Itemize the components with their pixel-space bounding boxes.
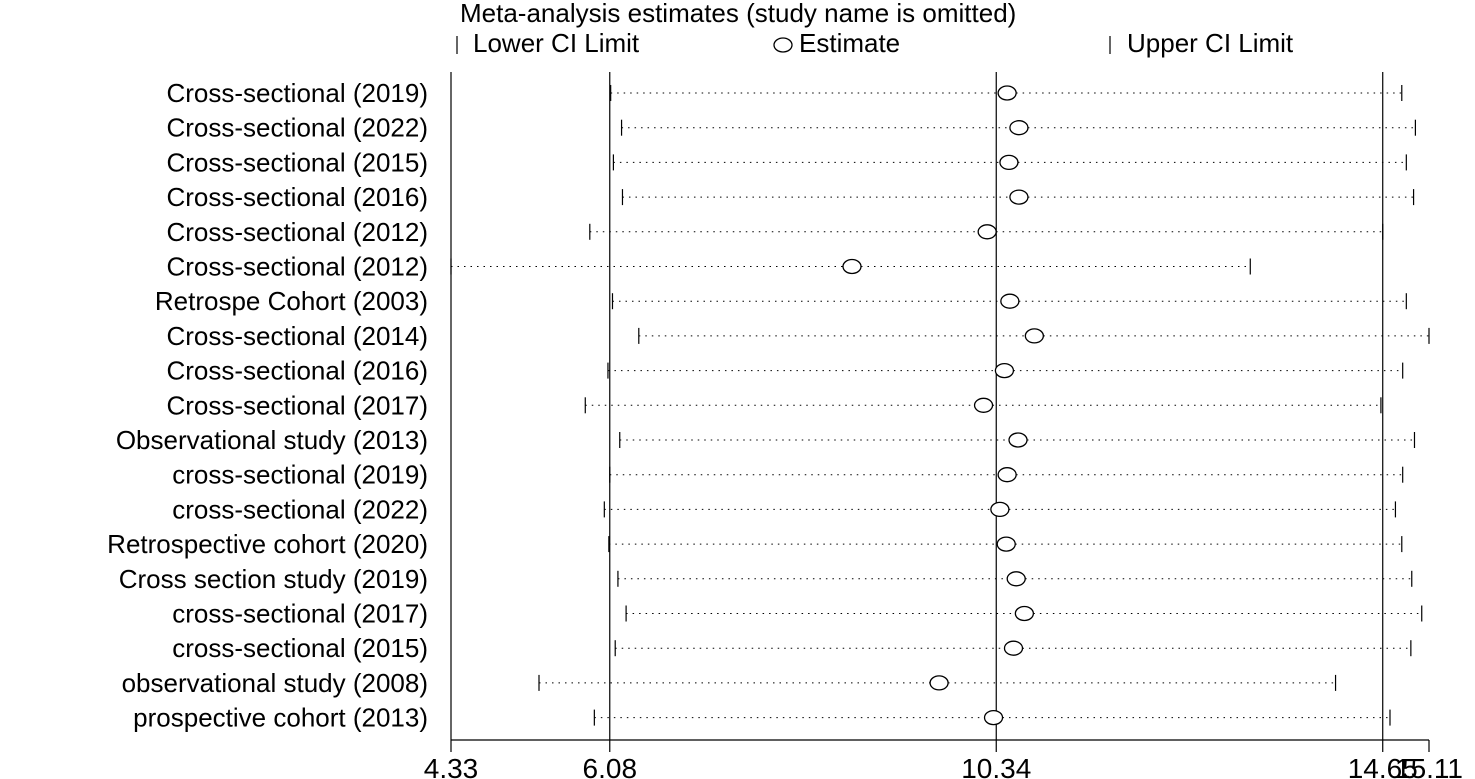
estimate-marker xyxy=(977,224,997,240)
study-label: Cross-sectional (2016) xyxy=(166,356,428,386)
estimate-marker xyxy=(1009,120,1029,136)
study-label: Cross-sectional (2012) xyxy=(166,252,428,282)
study-row-18: prospective cohort (2013) xyxy=(133,703,1391,733)
estimate-marker xyxy=(1003,640,1024,656)
study-rows: Cross-sectional (2019) Cross-sectional (2… xyxy=(107,78,1430,733)
estimate-marker xyxy=(1006,571,1026,587)
study-label: Cross section study (2019) xyxy=(119,564,428,594)
x-tick-label: 14.65 xyxy=(1348,753,1418,779)
estimate-marker xyxy=(842,258,862,275)
x-tick-label: 4.33 xyxy=(424,753,479,779)
estimate-marker xyxy=(983,709,1004,726)
study-row-3: Cross-sectional (2016) xyxy=(166,182,1415,212)
estimate-marker xyxy=(1024,328,1045,344)
legend-upper-label: Upper CI Limit xyxy=(1127,28,1294,58)
estimate-marker xyxy=(997,85,1017,101)
estimate-marker xyxy=(990,501,1010,518)
study-row-13: Retrospective cohort (2020) xyxy=(107,529,1403,559)
x-tick-label: 6.08 xyxy=(583,753,638,779)
estimate-marker xyxy=(1009,189,1029,205)
study-label: Cross-sectional (2016) xyxy=(166,182,428,212)
study-row-9: Cross-sectional (2017) xyxy=(166,390,1382,420)
study-label: Retrospective cohort (2020) xyxy=(107,529,428,559)
study-label: Cross-sectional (2014) xyxy=(166,321,428,351)
study-label: Cross-sectional (2019) xyxy=(166,78,428,108)
study-label: cross-sectional (2019) xyxy=(172,460,428,490)
study-label: cross-sectional (2017) xyxy=(172,599,428,629)
study-row-2: Cross-sectional (2015) xyxy=(166,147,1407,177)
legend-estimate-marker xyxy=(773,37,793,53)
study-row-16: cross-sectional (2015) xyxy=(172,633,1412,663)
estimate-marker xyxy=(996,536,1016,552)
study-label: Cross-sectional (2012) xyxy=(166,217,428,247)
study-row-15: cross-sectional (2017) xyxy=(172,599,1423,629)
study-row-10: Observational study (2013) xyxy=(116,425,1416,455)
study-row-1: Cross-sectional (2022) xyxy=(166,113,1416,143)
estimate-marker xyxy=(1014,605,1035,622)
study-label: Observational study (2013) xyxy=(116,425,428,455)
estimate-marker xyxy=(929,675,949,691)
estimate-marker xyxy=(997,467,1017,483)
study-row-8: Cross-sectional (2016) xyxy=(166,356,1404,386)
legend-estimate-label: Estimate xyxy=(799,28,900,58)
estimate-marker xyxy=(999,154,1019,171)
reference-lines xyxy=(609,72,1384,740)
study-row-4: Cross-sectional (2012) xyxy=(166,217,1384,247)
study-row-7: Cross-sectional (2014) xyxy=(166,321,1430,351)
study-row-6: Retrospe Cohort (2003) xyxy=(155,286,1407,316)
chart-title: Meta-analysis estimates (study name is o… xyxy=(460,0,1016,28)
study-label: Cross-sectional (2017) xyxy=(166,390,428,420)
x-tick-label: 10.34 xyxy=(961,753,1031,779)
estimate-marker xyxy=(973,397,994,413)
x-tick-label: 15.11 xyxy=(1395,753,1463,779)
legend-lower-label: Lower CI Limit xyxy=(473,28,640,58)
study-label: cross-sectional (2015) xyxy=(172,633,428,663)
study-row-0: Cross-sectional (2019) xyxy=(166,78,1403,108)
study-label: Retrospe Cohort (2003) xyxy=(155,286,428,316)
study-row-14: Cross section study (2019) xyxy=(119,564,1413,594)
estimate-marker xyxy=(1000,293,1020,309)
study-label: Cross-sectional (2015) xyxy=(166,147,428,177)
study-row-17: observational study (2008) xyxy=(122,668,1337,698)
estimate-marker xyxy=(994,362,1015,379)
study-row-12: cross-sectional (2022) xyxy=(172,494,1397,524)
estimate-marker xyxy=(1008,432,1028,448)
study-label: cross-sectional (2022) xyxy=(172,494,428,524)
study-label: observational study (2008) xyxy=(122,668,428,698)
study-label: prospective cohort (2013) xyxy=(133,703,428,733)
legend: Lower CI Limit Estimate Upper CI Limit xyxy=(456,28,1294,58)
study-row-5: Cross-sectional (2012) xyxy=(166,252,1251,282)
study-row-11: cross-sectional (2019) xyxy=(172,460,1404,490)
study-label: Cross-sectional (2022) xyxy=(166,113,428,143)
